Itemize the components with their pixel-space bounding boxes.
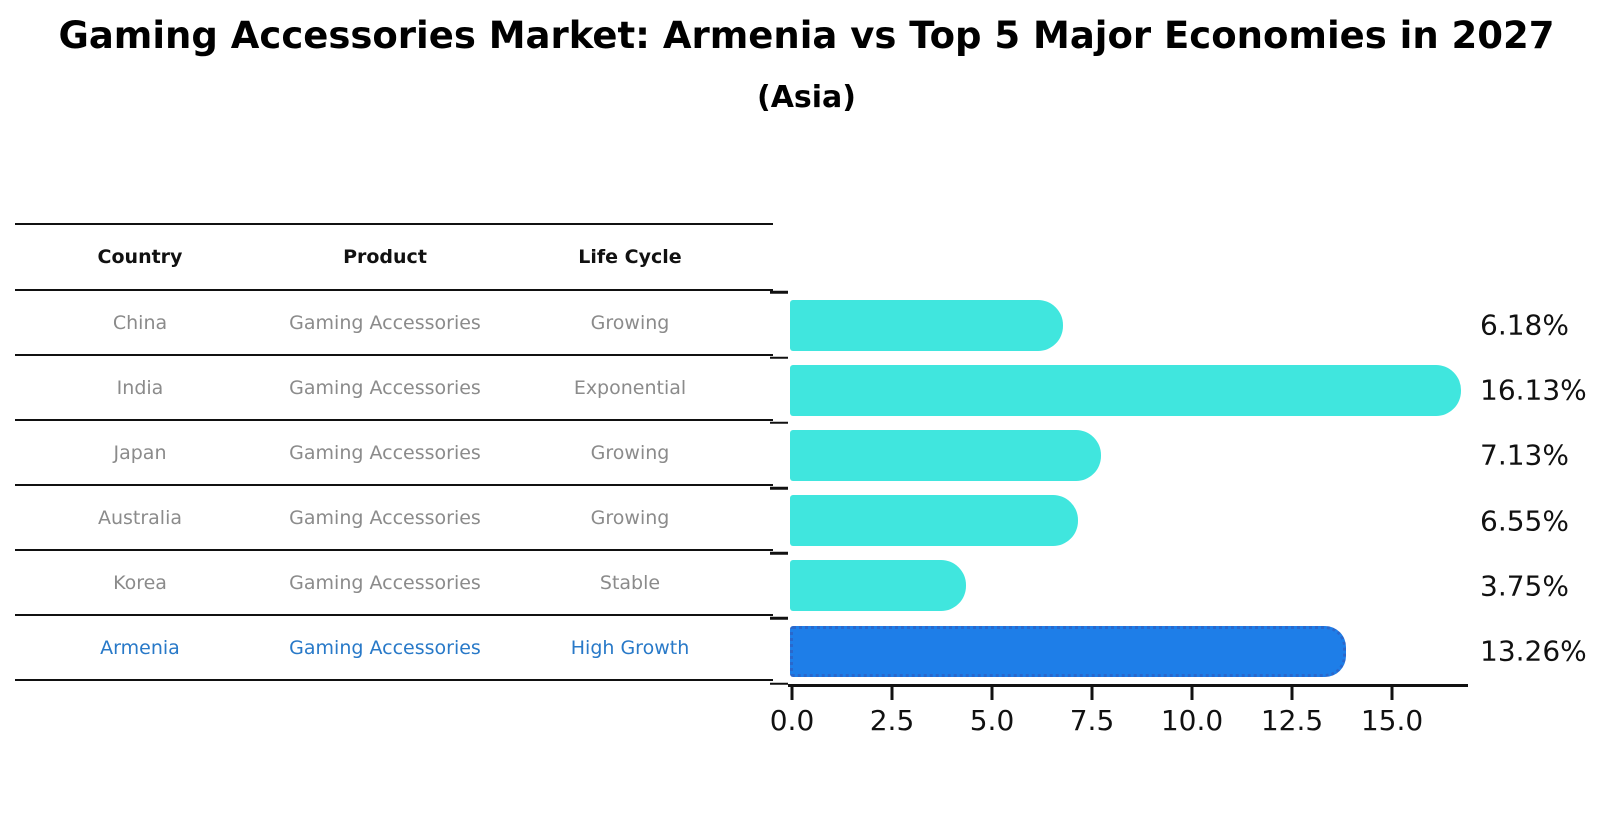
- table-row-japan: Japan Gaming Accessories Growing: [15, 421, 773, 486]
- table-row-india: India Gaming Accessories Exponential: [15, 356, 773, 421]
- x-tick-mark: [1390, 687, 1394, 700]
- y-tick-mark: [770, 421, 788, 425]
- value-label: 13.26%: [1480, 634, 1587, 668]
- column-header-product: Product: [343, 246, 427, 268]
- value-label: 6.55%: [1480, 504, 1569, 538]
- cell-product: Gaming Accessories: [289, 636, 481, 659]
- cell-life-cycle: Growing: [590, 506, 670, 529]
- cell-life-cycle: Stable: [599, 571, 661, 594]
- bar-india: [790, 364, 1462, 416]
- value-label: 3.75%: [1480, 569, 1569, 603]
- table-header-row: Country Product Life Cycle: [15, 225, 773, 291]
- cell-product: Gaming Accessories: [289, 571, 481, 594]
- y-tick-mark: [770, 291, 788, 294]
- table-row-armenia: Armenia Gaming Accessories High Growth: [15, 616, 773, 681]
- y-tick-mark: [770, 551, 788, 555]
- x-tick-label: 7.5: [1069, 704, 1115, 737]
- x-tick-label: 10.0: [1160, 704, 1224, 737]
- value-label: 16.13%: [1480, 373, 1587, 407]
- x-tick-label: 12.5: [1260, 704, 1324, 737]
- cell-country: China: [112, 311, 168, 334]
- cell-life-cycle: Exponential: [573, 376, 687, 399]
- y-tick-mark: [770, 617, 788, 620]
- x-tick-mark: [1290, 687, 1294, 700]
- cell-product: Gaming Accessories: [289, 311, 481, 334]
- cell-life-cycle: Growing: [590, 441, 670, 464]
- table-row-australia: Australia Gaming Accessories Growing: [15, 486, 773, 551]
- y-tick-mark: [770, 486, 788, 490]
- x-axis-line: [788, 684, 1468, 687]
- cell-country: India: [116, 376, 164, 399]
- x-tick-mark: [1090, 687, 1094, 700]
- bar-korea: [790, 560, 966, 612]
- x-tick-mark: [990, 687, 994, 700]
- data-table: Country Product Life Cycle China Gaming …: [15, 223, 773, 681]
- x-tick-mark: [890, 687, 894, 700]
- cell-country: Korea: [113, 571, 167, 594]
- cell-product: Gaming Accessories: [289, 376, 481, 399]
- x-tick-mark: [1190, 687, 1194, 700]
- bar-armenia: [790, 625, 1347, 677]
- y-tick-mark: [770, 356, 788, 359]
- cell-product: Gaming Accessories: [289, 506, 481, 529]
- column-header-life-cycle: Life Cycle: [578, 246, 682, 268]
- cell-life-cycle: Growing: [590, 311, 670, 334]
- table-row-korea: Korea Gaming Accessories Stable: [15, 551, 773, 616]
- y-tick-mark: [770, 682, 788, 685]
- bar-china: [790, 299, 1064, 351]
- value-label: 7.13%: [1480, 438, 1569, 472]
- x-tick-label: 15.0: [1360, 704, 1424, 737]
- chart-title: Gaming Accessories Market: Armenia vs To…: [58, 14, 1555, 57]
- cell-country: Armenia: [100, 636, 180, 659]
- x-tick-mark: [790, 687, 794, 700]
- bar-japan: [790, 429, 1102, 481]
- cell-product: Gaming Accessories: [289, 441, 481, 464]
- chart-subtitle: (Asia): [756, 80, 857, 115]
- x-tick-label: 5.0: [969, 704, 1015, 737]
- cell-country: Australia: [97, 506, 183, 529]
- x-tick-label: 2.5: [869, 704, 915, 737]
- table-row-china: China Gaming Accessories Growing: [15, 291, 773, 356]
- bar-australia: [790, 495, 1078, 547]
- value-label: 6.18%: [1480, 308, 1569, 342]
- x-tick-label: 0.0: [769, 704, 815, 737]
- cell-life-cycle: High Growth: [570, 636, 690, 659]
- cell-country: Japan: [113, 441, 167, 464]
- column-header-country: Country: [97, 246, 183, 268]
